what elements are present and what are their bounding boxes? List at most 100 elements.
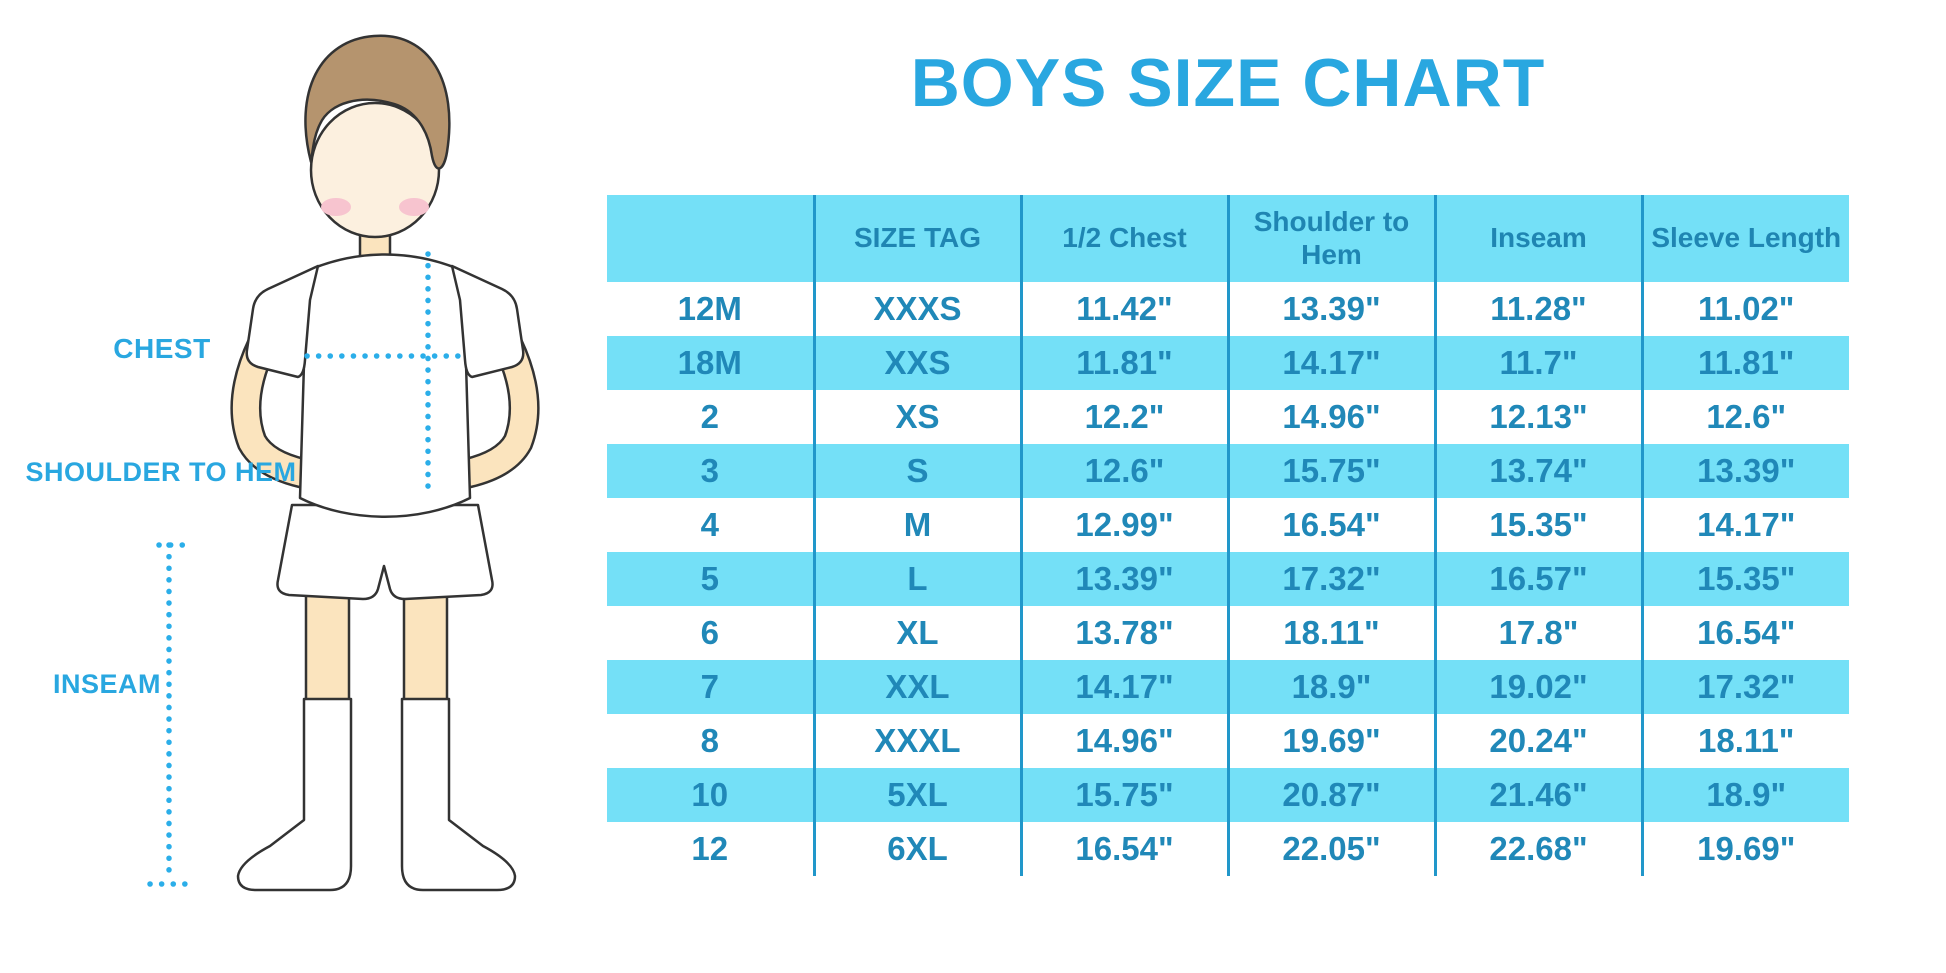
chest-label: CHEST bbox=[113, 333, 211, 364]
measurement-cell: 16.57" bbox=[1433, 552, 1642, 606]
measurement-cell: 18.11" bbox=[1640, 714, 1849, 768]
column-header: 1/2 Chest bbox=[1019, 195, 1228, 282]
boy-left-blush bbox=[321, 198, 351, 216]
size-cell: 18M bbox=[607, 336, 814, 390]
column-header: Sleeve Length bbox=[1640, 195, 1849, 282]
size-tag-cell: XXXL bbox=[812, 714, 1021, 768]
size-tag-cell: XXXS bbox=[812, 282, 1021, 336]
column-header: SIZE TAG bbox=[812, 195, 1021, 282]
measurement-cell: 14.17" bbox=[1226, 336, 1435, 390]
measurement-cell: 13.39" bbox=[1019, 552, 1228, 606]
boy-right-blush bbox=[399, 198, 429, 216]
table-row: 3 S 12.6" 15.75" 13.74" 13.39" bbox=[607, 444, 1849, 498]
measurement-cell: 12.6" bbox=[1640, 390, 1849, 444]
measurement-cell: 16.54" bbox=[1640, 606, 1849, 660]
size-cell: 8 bbox=[700, 722, 719, 759]
measurement-cell: 17.32" bbox=[1226, 552, 1435, 606]
size-tag-cell: S bbox=[812, 444, 1021, 498]
shoulder-to-hem-label: SHOULDER TO HEM bbox=[25, 457, 297, 487]
measurement-cell: 18.9" bbox=[1226, 660, 1435, 714]
measurement-cell: 17.8" bbox=[1433, 606, 1642, 660]
boy-shorts bbox=[276, 503, 494, 601]
measurement-cell: 11.81" bbox=[1019, 336, 1228, 390]
table-row: 18M XXS 11.81" 14.17" 11.7" 11.81" bbox=[607, 336, 1849, 390]
measurement-cell: 14.17" bbox=[1640, 498, 1849, 552]
table-row: 7 XXL 14.17" 18.9" 19.02" 17.32" bbox=[607, 660, 1849, 714]
measurement-cell: 16.54" bbox=[1226, 498, 1435, 552]
measurement-cell: 11.28" bbox=[1433, 282, 1642, 336]
boy-right-sock bbox=[400, 697, 517, 892]
table-row: 10 5XL 15.75" 20.87" 21.46" 18.9" bbox=[607, 768, 1849, 822]
measurement-cell: 17.32" bbox=[1640, 660, 1849, 714]
size-tag-cell: M bbox=[812, 498, 1021, 552]
measurement-cell: 15.75" bbox=[1226, 444, 1435, 498]
boy-hair bbox=[304, 34, 451, 170]
size-cell: 7 bbox=[607, 660, 814, 714]
measurement-cell: 20.87" bbox=[1226, 768, 1435, 822]
measurement-cell: 22.68" bbox=[1433, 822, 1642, 876]
measurement-cell: 18.11" bbox=[1226, 606, 1435, 660]
measurement-cell: 11.42" bbox=[1019, 282, 1228, 336]
size-cell: 3 bbox=[607, 444, 814, 498]
measurement-cell: 11.81" bbox=[1640, 336, 1849, 390]
measurement-cell: 14.17" bbox=[1019, 660, 1228, 714]
measurement-cell: 13.39" bbox=[1640, 444, 1849, 498]
boy-shirt bbox=[298, 253, 472, 518]
boy-left-sleeve bbox=[245, 264, 320, 379]
measurement-cell: 13.39" bbox=[1226, 282, 1435, 336]
measurement-cell: 12.13" bbox=[1433, 390, 1642, 444]
measurement-cell: 12.99" bbox=[1019, 498, 1228, 552]
size-table-body: 12M XXXS 11.42" 13.39" 11.28" 11.02" 18M XXS 11.… bbox=[607, 282, 1849, 876]
size-cell: 2 bbox=[700, 398, 719, 435]
corner-cell bbox=[607, 195, 814, 282]
measurement-cell: 13.74" bbox=[1433, 444, 1642, 498]
size-tag-cell: XXS bbox=[812, 336, 1021, 390]
table-row: 5 L 13.39" 17.32" 16.57" 15.35" bbox=[607, 552, 1849, 606]
table-row: 12M XXXS 11.42" 13.39" 11.28" 11.02" bbox=[607, 282, 1849, 336]
measurement-cell: 13.78" bbox=[1019, 606, 1228, 660]
table-row: 4 M 12.99" 16.54" 15.35" 14.17" bbox=[607, 498, 1849, 552]
size-tag-cell: XL bbox=[812, 606, 1021, 660]
size-cell: 6 bbox=[700, 614, 719, 651]
measurement-cell: 11.02" bbox=[1640, 282, 1849, 336]
size-tag-cell: 6XL bbox=[812, 822, 1021, 876]
measurement-cell: 19.02" bbox=[1433, 660, 1642, 714]
measurement-cell: 11.7" bbox=[1433, 336, 1642, 390]
table-row: 8 XXXL 14.96" 19.69" 20.24" 18.11" bbox=[607, 714, 1849, 768]
column-header: Shoulder to Hem bbox=[1226, 195, 1435, 282]
size-cell: 12 bbox=[691, 830, 729, 867]
boy-left-arm bbox=[232, 332, 315, 486]
boy-right-sleeve bbox=[450, 264, 525, 379]
measurement-cell: 12.6" bbox=[1019, 444, 1228, 498]
boy-right-arm bbox=[455, 332, 538, 486]
size-cell: 4 bbox=[700, 506, 719, 543]
page-title: BOYS SIZE CHART bbox=[910, 45, 1546, 121]
measurement-cell: 15.75" bbox=[1019, 768, 1228, 822]
measurement-cell: 14.96" bbox=[1019, 714, 1228, 768]
measurement-cell: 22.05" bbox=[1226, 822, 1435, 876]
size-cell: 10 bbox=[607, 768, 814, 822]
measurement-cell: 20.24" bbox=[1433, 714, 1642, 768]
boy-left-sock bbox=[236, 697, 353, 892]
column-header: Inseam bbox=[1433, 195, 1642, 282]
measurement-cell: 21.46" bbox=[1433, 768, 1642, 822]
size-table-header: SIZE TAG 1/2 Chest Shoulder to Hem Inseam Sl… bbox=[607, 195, 1849, 282]
table-row: 6 XL 13.78" 18.11" 17.8" 16.54" bbox=[607, 606, 1849, 660]
measurement-cell: 18.9" bbox=[1640, 768, 1849, 822]
size-tag-cell: L bbox=[812, 552, 1021, 606]
measurement-cell: 15.35" bbox=[1433, 498, 1642, 552]
measurement-cell: 15.35" bbox=[1640, 552, 1849, 606]
size-tag-cell: 5XL bbox=[812, 768, 1021, 822]
table-row: 2 XS 12.2" 14.96" 12.13" 12.6" bbox=[607, 390, 1849, 444]
size-cell: 12M bbox=[677, 290, 742, 327]
size-tag-cell: XS bbox=[812, 390, 1021, 444]
size-tag-cell: XXL bbox=[812, 660, 1021, 714]
measurement-cell: 19.69" bbox=[1640, 822, 1849, 876]
measurement-cell: 19.69" bbox=[1226, 714, 1435, 768]
size-table: SIZE TAG 1/2 Chest Shoulder to Hem Inseam Sl… bbox=[607, 195, 1849, 876]
boy-illustration bbox=[147, 34, 540, 892]
table-row: 12 6XL 16.54" 22.05" 22.68" 19.69" bbox=[607, 822, 1849, 876]
measurement-cell: 14.96" bbox=[1226, 390, 1435, 444]
size-cell: 5 bbox=[607, 552, 814, 606]
inseam-label: INSEAM bbox=[52, 669, 161, 699]
